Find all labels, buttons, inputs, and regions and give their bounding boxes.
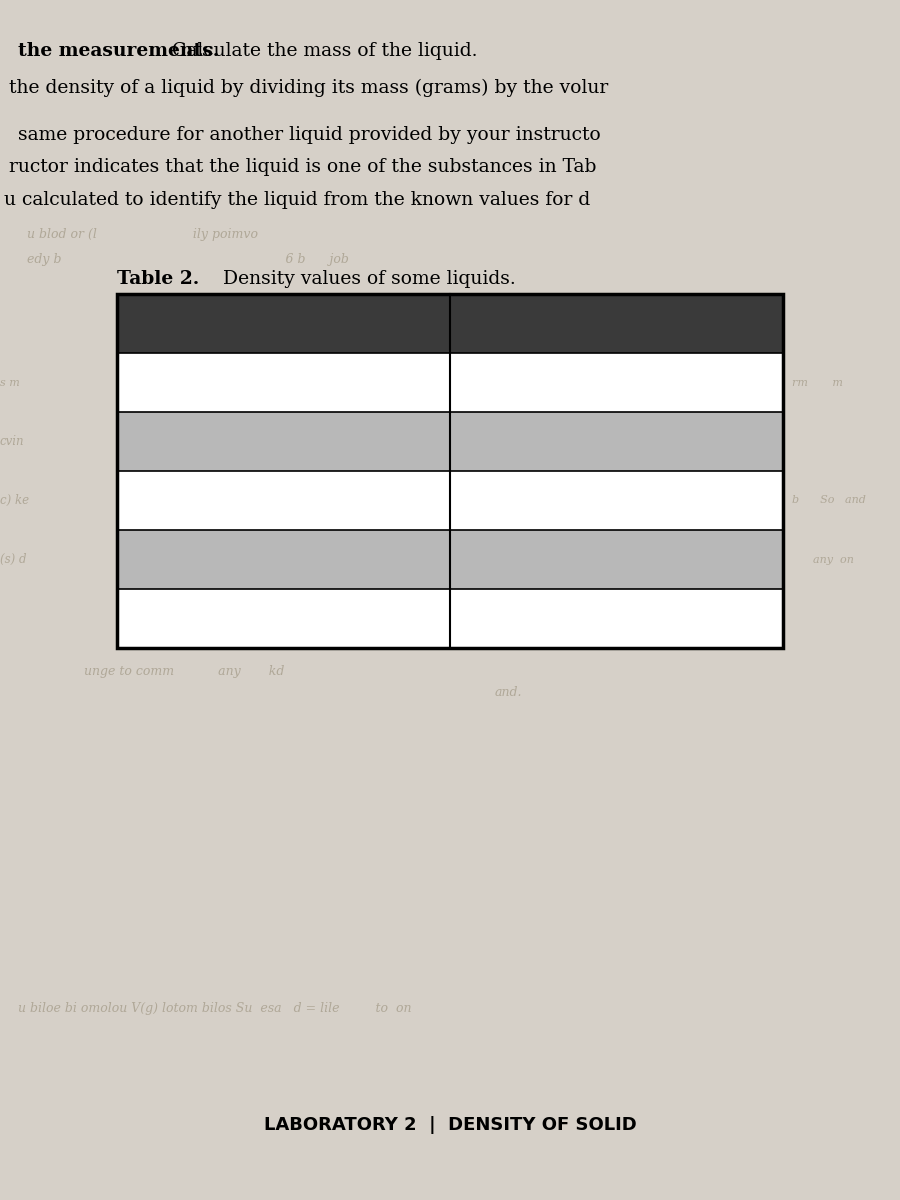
- Text: Substance: Substance: [227, 314, 340, 332]
- Text: Methanol: Methanol: [238, 610, 328, 628]
- Text: (s) d: (s) d: [0, 553, 26, 566]
- Text: Ethanol: Ethanol: [247, 432, 320, 450]
- Text: the density of a liquid by dividing its mass (grams) by the volur: the density of a liquid by dividing its …: [9, 79, 608, 97]
- Text: b      So   and: b So and: [792, 496, 866, 505]
- Text: unge to comm           any       kd: unge to comm any kd: [36, 665, 284, 678]
- Text: the measurements.: the measurements.: [18, 42, 220, 60]
- Text: cvin: cvin: [0, 434, 24, 448]
- Bar: [117, 412, 783, 470]
- Text: ructor indicates that the liquid is one of the substances in Tab: ructor indicates that the liquid is one …: [9, 158, 597, 176]
- Bar: [117, 470, 783, 530]
- Bar: [117, 294, 783, 648]
- Text: Calculate the mass of the liquid.: Calculate the mass of the liquid.: [166, 42, 478, 60]
- Text: c) ke: c) ke: [0, 494, 29, 506]
- Text: Glycerol: Glycerol: [244, 492, 323, 510]
- Text: Acetone: Acetone: [245, 551, 322, 569]
- Text: same procedure for another liquid provided by your instructo: same procedure for another liquid provid…: [18, 126, 601, 144]
- Text: 1.26: 1.26: [596, 492, 637, 510]
- Text: Table 2.: Table 2.: [117, 270, 199, 288]
- Bar: [117, 353, 783, 412]
- Text: Density values of some liquids.: Density values of some liquids.: [217, 270, 516, 288]
- Text: 0.786: 0.786: [590, 551, 644, 569]
- Text: edy b                                                        6 b      job: edy b 6 b job: [27, 253, 349, 266]
- Text: Density (g/mL): Density (g/mL): [536, 314, 698, 332]
- Text: u blod or (l                        ily poimvo: u blod or (l ily poimvo: [27, 228, 258, 241]
- Text: u calculated to identify the liquid from the known values for d: u calculated to identify the liquid from…: [4, 191, 590, 209]
- Text: rm       m: rm m: [792, 378, 843, 388]
- Text: and.: and.: [495, 686, 523, 700]
- Text: 1.0: 1.0: [601, 373, 632, 391]
- Text: LABORATORY 2  |  DENSITY OF SOLID: LABORATORY 2 | DENSITY OF SOLID: [264, 1116, 636, 1134]
- Text: .79: .79: [601, 432, 632, 450]
- Text: Water: Water: [256, 373, 311, 391]
- Text: u biloe bi omolou V(g) lotom bilos Su  esa   d = lile         to  on: u biloe bi omolou V(g) lotom bilos Su es…: [18, 1002, 411, 1015]
- Text: any  on: any on: [792, 554, 854, 564]
- Text: s m: s m: [0, 378, 20, 388]
- Bar: [117, 530, 783, 589]
- Bar: [117, 294, 783, 353]
- Bar: [117, 589, 783, 648]
- Text: 0.858: 0.858: [590, 610, 644, 628]
